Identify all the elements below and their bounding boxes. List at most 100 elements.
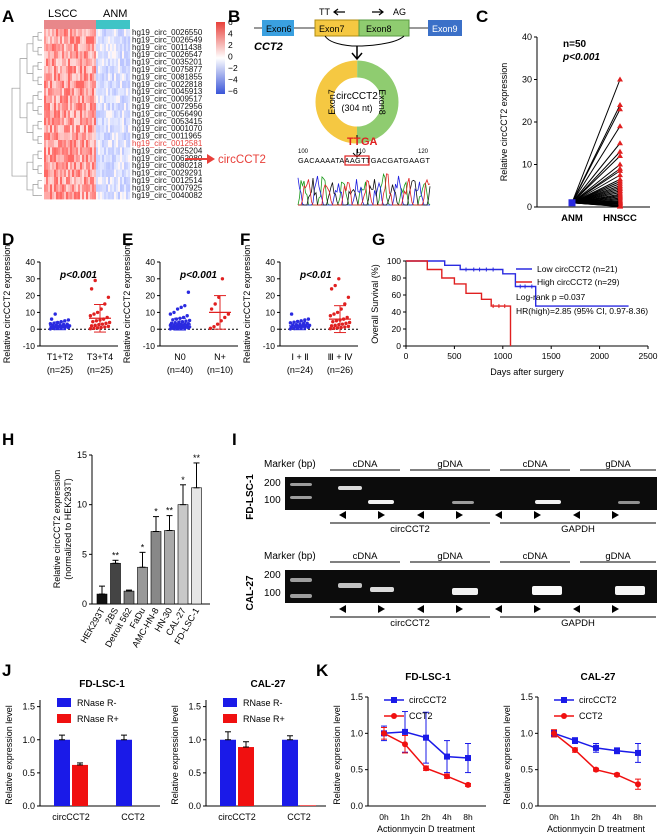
- data-point: [635, 749, 641, 756]
- heatmap-cell: [60, 191, 63, 200]
- heatmap-cell: [110, 184, 113, 192]
- data-point: [551, 730, 557, 737]
- heatmap-cell: [54, 43, 57, 52]
- heatmap-cell: [122, 162, 125, 170]
- data-point: [95, 326, 100, 330]
- heatmap-cell: [46, 73, 49, 81]
- heatmap-cell: [116, 125, 119, 133]
- heatmap-cell: [106, 103, 109, 111]
- heatmap-cell: [86, 162, 89, 170]
- heatmap-cell: [126, 66, 129, 74]
- heatmap-cell: [114, 132, 117, 141]
- heatmap-cell: [106, 29, 109, 37]
- p-value: p<0.001: [59, 270, 97, 281]
- panel-label-f: F: [240, 230, 250, 249]
- heatmap-cell: [114, 58, 117, 67]
- heatmap-cell: [52, 140, 55, 148]
- exon9-label: Exon9: [432, 24, 458, 34]
- heatmap-cell: [118, 73, 121, 81]
- y-axis-label: Relative circCCT2 expression: [122, 245, 132, 364]
- heatmap-cell: [120, 177, 123, 185]
- heatmap-cell: [128, 177, 131, 185]
- heatmap-cell: [88, 29, 91, 37]
- heatmap-cell: [106, 58, 109, 67]
- heatmap-cell: [124, 29, 127, 37]
- heatmap-cell: [78, 103, 81, 111]
- heatmap-cell: [64, 132, 67, 141]
- chart-f: -10 0 10 20 30 40 Relative circCCT2 expression…: [242, 245, 358, 375]
- gel1-marker-label: Marker (bp): [264, 459, 316, 470]
- heatmap-cell: [64, 51, 67, 59]
- data-point: [635, 781, 641, 788]
- primer-direction-icon: [339, 511, 346, 519]
- heatmap-cell: [78, 110, 81, 118]
- heatmap-cell: [124, 80, 127, 89]
- heatmap-cell: [106, 117, 109, 126]
- heatmap-cell: [98, 43, 101, 52]
- heatmap-cell: [104, 88, 107, 96]
- color-scale-tick: 4: [228, 29, 233, 39]
- heatmap-cell: [118, 177, 121, 185]
- heatmap-cell: [102, 140, 105, 148]
- heatmap-cell: [44, 58, 47, 67]
- heatmap-cell: [110, 169, 113, 178]
- heatmap-cell: [64, 88, 67, 96]
- heatmap-cell: [124, 110, 127, 118]
- heatmap-cell: [118, 117, 121, 126]
- bar: [300, 805, 316, 806]
- heatmap-cell: [46, 29, 49, 37]
- x-axis-label: Days after surgery: [490, 367, 564, 377]
- heatmap-cell: [102, 58, 105, 67]
- y-tick-label: 0.0: [350, 801, 363, 811]
- heatmap-cell: [98, 184, 101, 192]
- data-point: [186, 290, 191, 294]
- heatmap-cell: [90, 117, 93, 126]
- heatmap-cell: [52, 117, 55, 126]
- heatmap-cell: [100, 66, 103, 74]
- heatmap-cell: [90, 110, 93, 118]
- heatmap-cell: [94, 132, 97, 141]
- heatmap-cell: [92, 184, 95, 192]
- heatmap-cell: [60, 132, 63, 141]
- y-tick-label: 30: [266, 274, 276, 284]
- heatmap-cell: [88, 125, 91, 133]
- heatmap-cell: [124, 73, 127, 81]
- heatmap-cell: [52, 43, 55, 52]
- heatmap-cell: [92, 95, 95, 104]
- heatmap-cell: [116, 177, 119, 185]
- heatmap-cell: [96, 103, 99, 111]
- y-tick-label: 80: [392, 273, 402, 283]
- heatmap-cell: [76, 132, 79, 141]
- heatmap-cell: [72, 117, 75, 126]
- data-point: [180, 319, 185, 324]
- heatmap-cell: [94, 36, 97, 44]
- legend-label: circCCT2: [579, 695, 617, 705]
- heatmap-cell: [116, 80, 119, 89]
- heatmap-cell: [116, 43, 119, 52]
- heatmap-cell: [128, 147, 131, 155]
- heatmap-cell: [44, 184, 47, 192]
- heatmap-cell: [120, 191, 123, 200]
- group-label: Ⅲ + Ⅳ: [328, 352, 353, 362]
- data-point: [335, 310, 340, 315]
- heatmap-cell: [50, 73, 53, 81]
- heatmap-cell: [44, 132, 47, 141]
- data-point: [289, 312, 294, 316]
- heatmap-cell: [118, 140, 121, 148]
- data-point: [95, 310, 100, 315]
- heatmap-cell: [92, 125, 95, 133]
- heatmap-cell: [108, 110, 111, 118]
- heatmap-cell: [100, 88, 103, 96]
- heatmap-cell: [88, 117, 91, 126]
- gel2-marker-100: 100: [264, 588, 281, 599]
- heatmap-cell: [108, 43, 111, 52]
- data-point: [593, 744, 599, 751]
- heatmap-cell: [48, 73, 51, 81]
- heatmap-cell: [54, 147, 57, 155]
- heatmap-cell: [100, 177, 103, 185]
- heatmap-cell: [100, 110, 103, 118]
- highlight-arrow-icon: [207, 154, 215, 164]
- gel1-image: [285, 477, 657, 510]
- heatmap-cell: [76, 169, 79, 178]
- x-tick-label: 0: [404, 351, 409, 361]
